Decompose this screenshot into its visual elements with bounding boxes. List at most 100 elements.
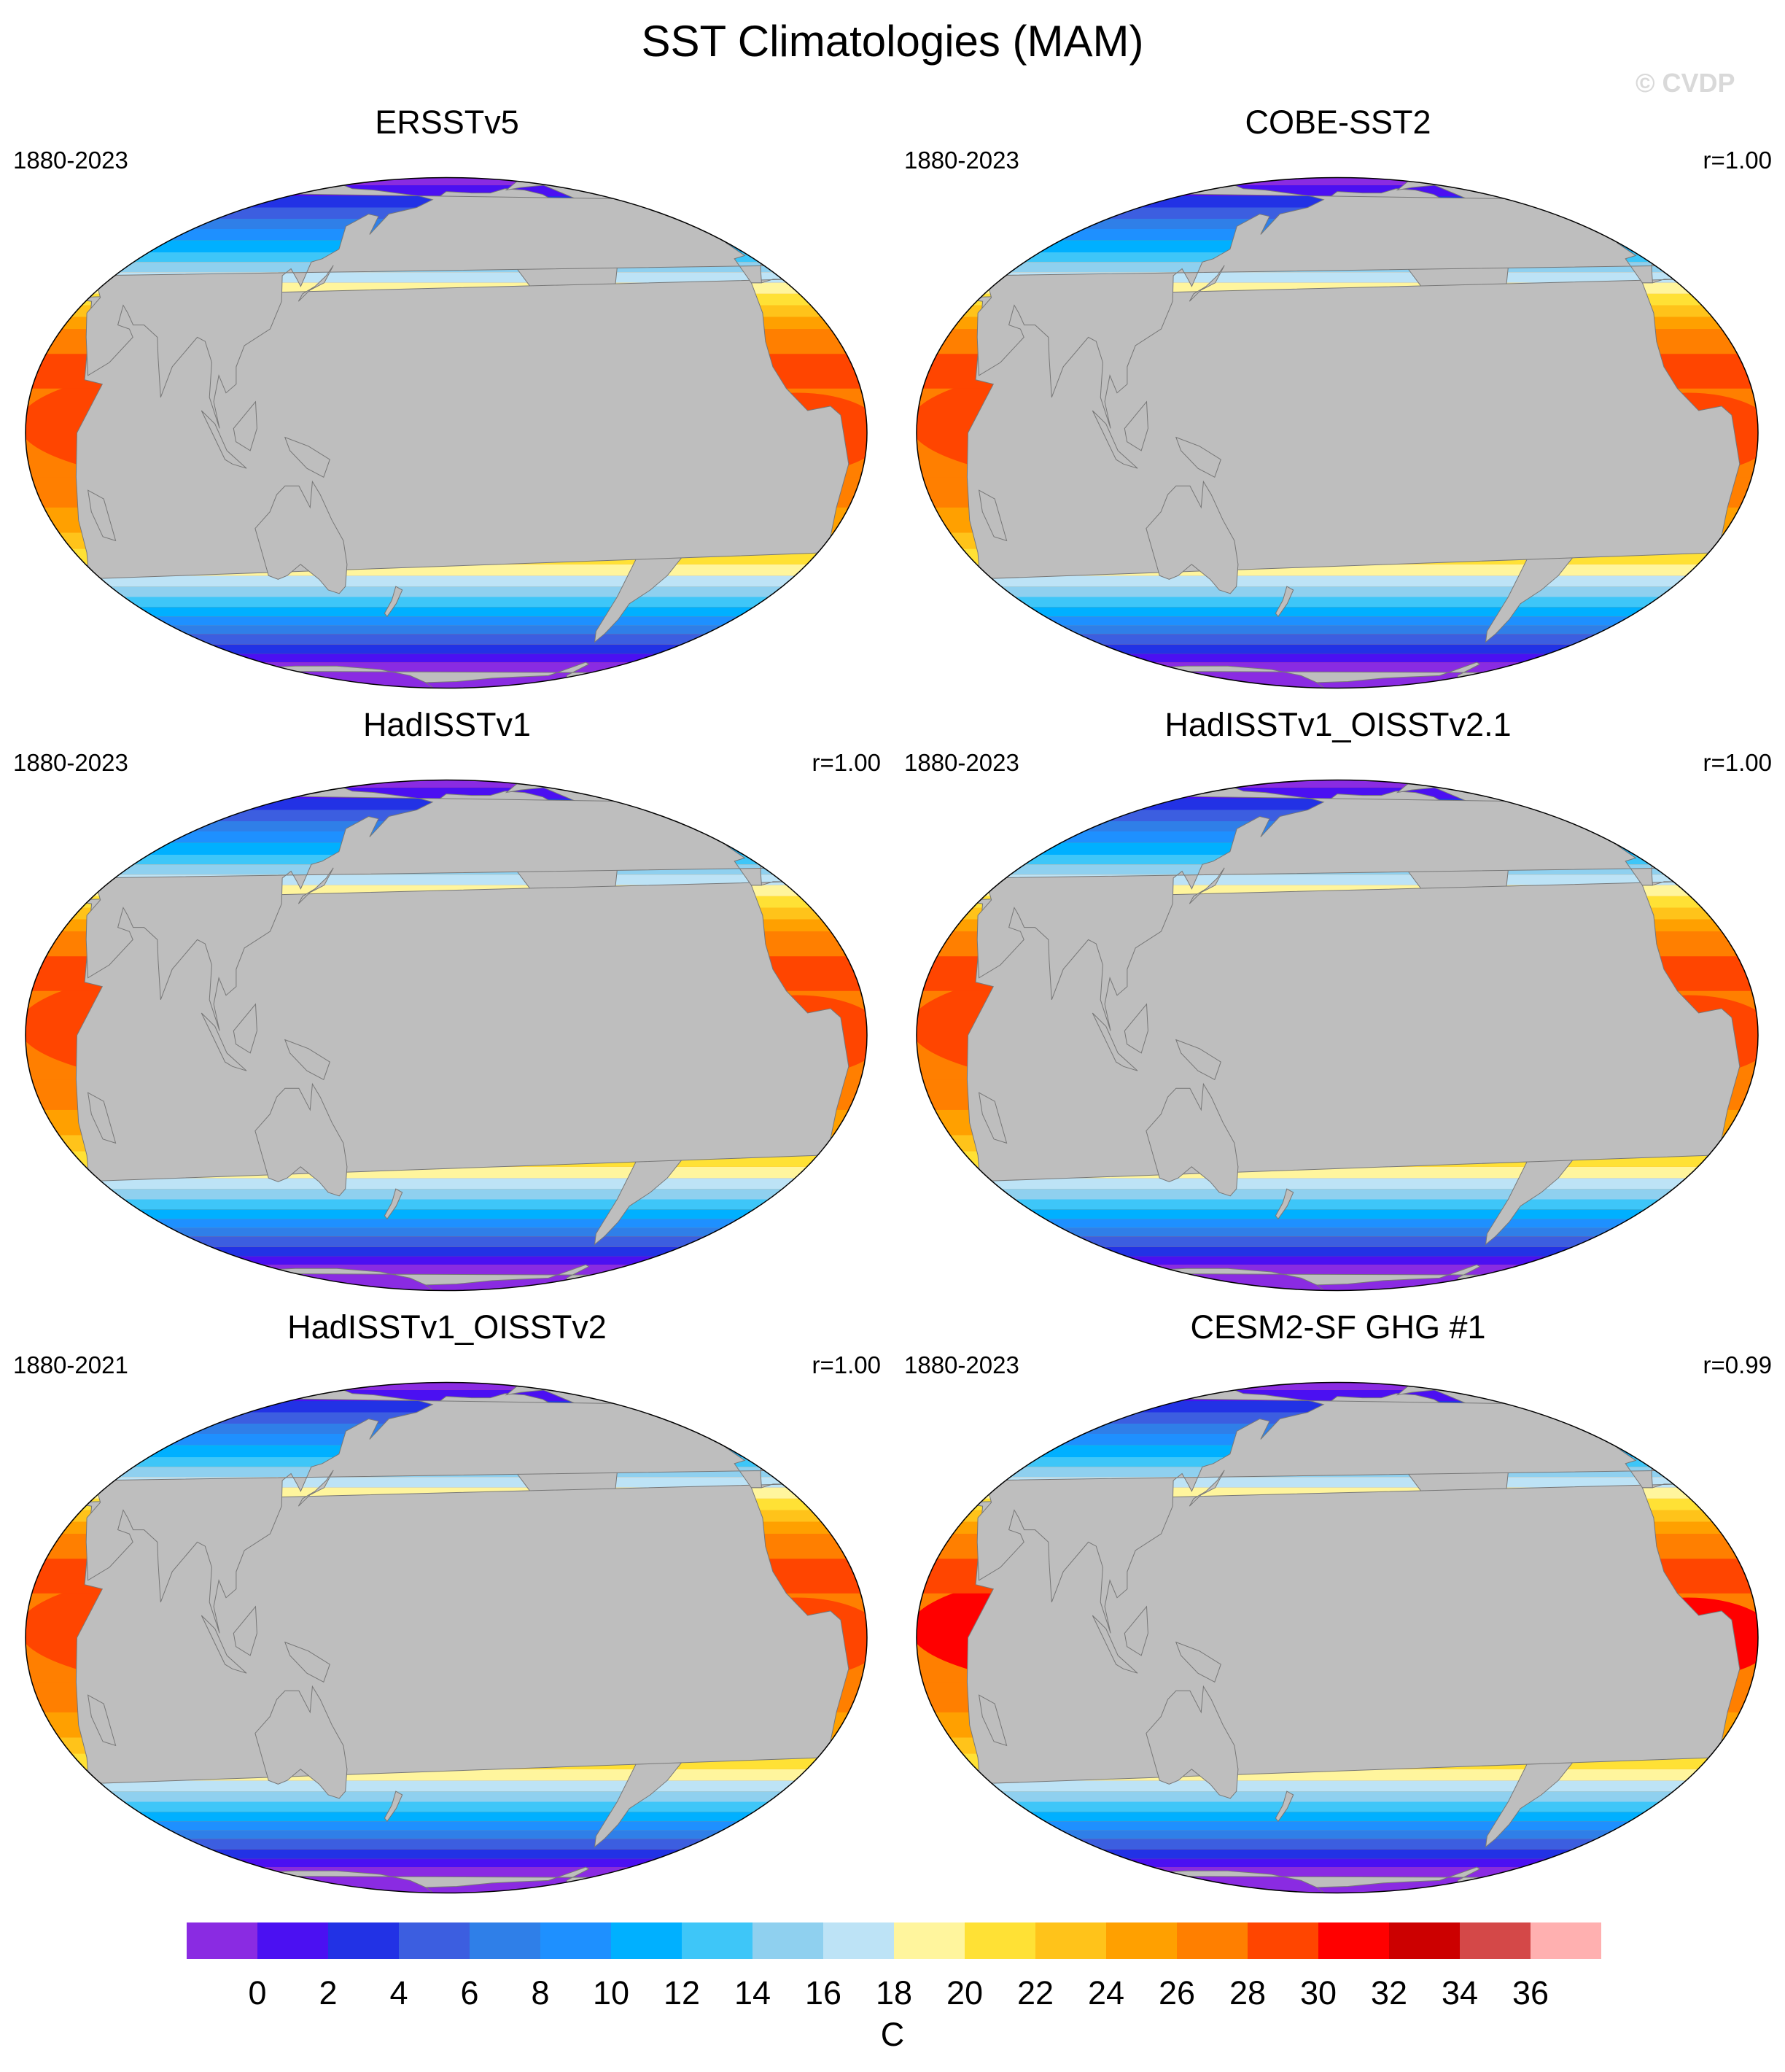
sst-contour-band — [83, 586, 809, 597]
sst-contour-band — [1062, 1858, 1612, 1868]
colorbar-tick-label: 28 — [1229, 1974, 1267, 2011]
sst-contour-band — [1016, 1830, 1659, 1839]
land-mass — [1124, 1003, 1148, 1054]
colorbar-segment — [1531, 1922, 1601, 1959]
land-mass — [1175, 1641, 1221, 1683]
cvdp-watermark: © CVDP — [1636, 68, 1735, 98]
colorbar-tick-label: 18 — [875, 1974, 913, 2011]
map-panel-hadisstv1-oisstv2: HadISSTv1_OISSTv2 1880-2021 r=1.00 — [9, 1307, 885, 1898]
land-mass — [1146, 480, 1239, 594]
land-mass — [298, 1470, 334, 1507]
panel-years: 1880-2023 — [904, 147, 1019, 174]
land-mass — [1092, 1615, 1138, 1674]
colorbar-tick-label: 22 — [1016, 1974, 1054, 2011]
sst-contour-band — [74, 575, 818, 587]
sst-contour-band — [153, 644, 739, 654]
land-mass — [1146, 1082, 1239, 1197]
panel-title: HadISSTv1_OISSTv2.1 — [1164, 706, 1512, 743]
land-mass — [284, 1039, 330, 1081]
panel-years: 1880-2023 — [904, 1351, 1019, 1378]
colorbar-tick-label: 34 — [1441, 1974, 1479, 2011]
sst-contour-band — [1027, 1839, 1647, 1850]
land-mass — [87, 1092, 117, 1144]
land-mass — [201, 1615, 247, 1674]
sst-contour-band — [1044, 644, 1630, 654]
sst-contour-band — [1004, 616, 1671, 626]
land-mass — [1189, 1470, 1225, 1507]
land-mass — [284, 1641, 330, 1683]
colorbar-segment — [399, 1922, 470, 1959]
land-mass — [1189, 265, 1225, 302]
colorbar-tick-label: 30 — [1299, 1974, 1337, 2011]
sst-contour-band — [1062, 653, 1612, 663]
panel-title: HadISSTv1 — [362, 706, 532, 743]
panel-correlation: r=1.00 — [1703, 147, 1773, 174]
map-panel-cobe-sst2: COBE-SST2 1880-2023 r=1.00 — [900, 102, 1776, 693]
sst-contour-band — [83, 1189, 809, 1200]
sst-contour-band — [251, 780, 642, 788]
colorbar-tick-label: 36 — [1512, 1974, 1549, 2011]
sst-contour-band — [171, 1256, 721, 1265]
colorbar-segment — [965, 1922, 1036, 1959]
sst-contour-band — [153, 1849, 739, 1859]
sst-contour-band — [1016, 1227, 1659, 1237]
land-mass — [254, 480, 348, 594]
panel-correlation: r=0.99 — [1703, 1351, 1773, 1378]
sst-contour-band — [1044, 1849, 1630, 1859]
sst-contour-band — [1142, 1382, 1533, 1390]
land-mass — [1092, 410, 1138, 469]
sst-contour-band — [125, 1227, 768, 1237]
sst-contour-band — [113, 1821, 779, 1831]
panel-title: COBE-SST2 — [1245, 104, 1431, 141]
land-mass — [1275, 1790, 1294, 1823]
land-mass — [87, 489, 117, 542]
sst-contour-band — [74, 1780, 818, 1792]
land-mass — [298, 867, 334, 904]
land-mass — [1189, 867, 1225, 904]
map-outline — [25, 176, 868, 689]
colorbar — [187, 1922, 1601, 1959]
land-mass — [384, 586, 403, 618]
sst-contour-band — [251, 1382, 642, 1390]
land-mass — [298, 265, 334, 302]
land-mass — [1275, 1188, 1294, 1220]
colorbar-tick-label: 6 — [460, 1974, 479, 2011]
sst-map — [916, 779, 1759, 1292]
sst-contour-band — [102, 1812, 790, 1822]
land-mass — [384, 1188, 403, 1220]
colorbar-segment — [1389, 1922, 1461, 1959]
colorbar-segment — [823, 1922, 895, 1959]
colorbar-tick-label: 26 — [1158, 1974, 1196, 2011]
land-mass — [201, 1012, 247, 1071]
colorbar-tick-label: 2 — [319, 1974, 338, 2011]
sst-contour-band — [1027, 1236, 1647, 1247]
sst-map — [916, 176, 1759, 689]
sst-contour-band — [1027, 634, 1647, 645]
sst-contour-band — [136, 1236, 756, 1247]
land-mass — [1092, 1012, 1138, 1071]
panel-correlation: r=1.00 — [812, 749, 882, 776]
sst-contour-band — [1142, 177, 1533, 185]
land-mass — [1124, 400, 1148, 451]
colorbar-tick-label: 12 — [663, 1974, 701, 2011]
map-outline — [916, 779, 1759, 1292]
colorbar-unit-label: C — [880, 2016, 905, 2053]
map-outline — [25, 779, 868, 1292]
sst-contour-band — [102, 607, 790, 617]
panel-years: 1880-2023 — [904, 749, 1019, 776]
colorbar-tick-label: 8 — [531, 1974, 550, 2011]
colorbar-segment — [611, 1922, 682, 1959]
map-outline — [25, 1381, 868, 1894]
sst-contour-band — [1004, 1821, 1671, 1831]
colorbar-segment — [1248, 1922, 1319, 1959]
sst-contour-band — [113, 616, 779, 626]
colorbar-segment — [1035, 1922, 1107, 1959]
sst-contour-band — [93, 1801, 800, 1812]
sst-contour-band — [251, 177, 642, 185]
sst-contour-band — [1044, 1246, 1630, 1257]
land-mass — [87, 1694, 117, 1747]
colorbar-segment — [540, 1922, 612, 1959]
land-mass — [1175, 436, 1221, 478]
sst-contour-band — [93, 1199, 800, 1210]
sst-contour-band — [113, 1219, 779, 1228]
